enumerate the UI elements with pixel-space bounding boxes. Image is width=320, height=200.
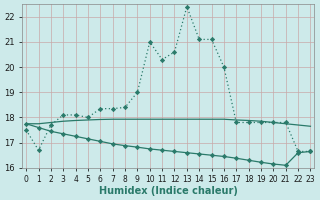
X-axis label: Humidex (Indice chaleur): Humidex (Indice chaleur) (99, 186, 238, 196)
